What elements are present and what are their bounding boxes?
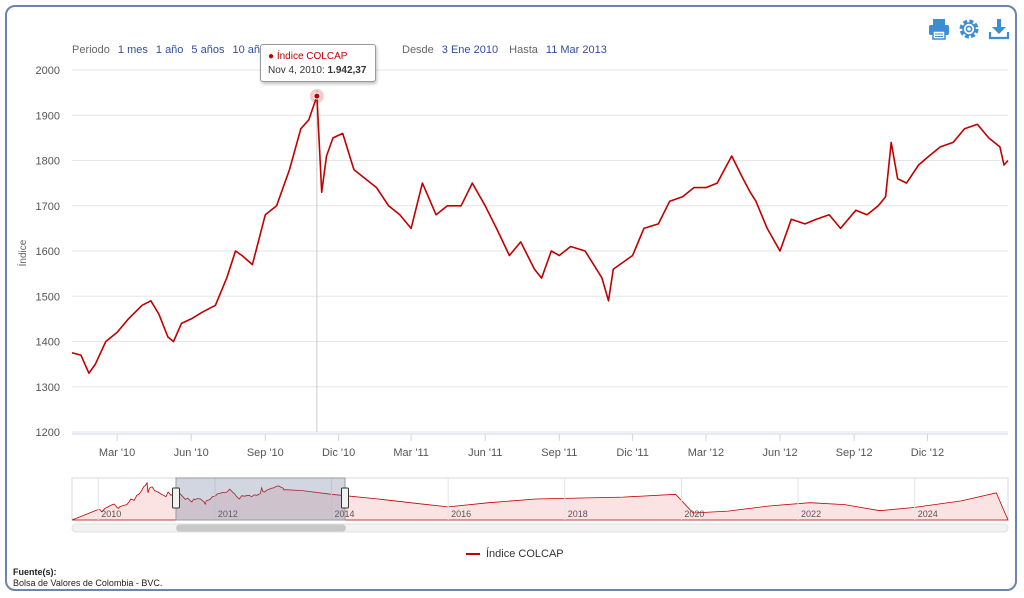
print-icon[interactable]	[926, 16, 952, 42]
highlight-point	[313, 92, 321, 100]
y-axis-label: Índice	[16, 239, 29, 266]
navigator[interactable]: 2010 2012 2014 2016 2018 2020 2022 2024	[71, 477, 1009, 533]
source-note: Fuente(s): Bolsa de Valores de Colombia …	[13, 567, 162, 589]
x-tick-label: Dic '11	[616, 447, 648, 459]
y-axis: 1200 1300 1400 1500 1600 1700 1800 1900 2000	[36, 65, 60, 439]
navigator-handle[interactable]	[341, 487, 349, 509]
navigator-selection	[175, 477, 346, 521]
navigator-year-label: 2012	[218, 509, 238, 519]
y-tick-label: 1700	[36, 201, 60, 213]
x-tick-label: Mar '10	[99, 447, 135, 459]
navigator-year-label: 2016	[451, 509, 471, 519]
tooltip-value: 1.942,37	[327, 65, 367, 76]
period-1-month-button[interactable]: 1 mes	[117, 44, 148, 56]
x-tick-label: Mar '12	[688, 447, 724, 459]
x-tick-label: Jun '11	[468, 447, 502, 459]
x-tick-label: Sep '10	[247, 447, 284, 459]
x-tick-label: Sep '11	[541, 447, 577, 459]
legend[interactable]: Índice COLCAP	[466, 548, 564, 560]
navigator-handle[interactable]	[172, 487, 180, 509]
navigator-year-label: 2010	[101, 509, 121, 519]
from-label: Desde	[402, 44, 434, 56]
x-axis: Mar '10 Jun '10 Sep '10 Dic '10 Mar '11 Jun '…	[72, 433, 1008, 459]
x-tick-label: Jun '10	[174, 447, 209, 459]
x-tick-label: Mar '11	[393, 447, 429, 459]
navigator-year-label: 2024	[918, 509, 938, 519]
navigator-year-label: 2022	[801, 509, 821, 519]
y-tick-label: 1500	[36, 291, 60, 303]
period-5-years-button[interactable]: 5 años	[191, 44, 225, 56]
y-tick-label: 2000	[36, 65, 60, 77]
x-tick-label: Jun '12	[762, 447, 797, 459]
navigator-series	[71, 481, 1009, 521]
navigator-year-label: 2018	[568, 509, 588, 519]
tooltip-series-name: Índice COLCAP	[276, 51, 348, 62]
from-date-input[interactable]: 3 Ene 2010	[441, 44, 499, 56]
tooltip-dot-icon: ●	[268, 51, 275, 62]
grid-lines	[72, 69, 1008, 433]
toolbar	[926, 16, 1012, 42]
source-text: Bolsa de Valores de Colombia - BVC.	[13, 578, 163, 588]
navigator-year-label: 2020	[684, 509, 704, 519]
y-tick-label: 1900	[36, 110, 60, 122]
tooltip: ● Índice COLCAP Nov 4, 2010: 1.942,37	[260, 44, 376, 82]
y-tick-label: 1800	[36, 156, 60, 168]
y-tick-label: 1200	[36, 427, 60, 439]
navigator-scrollbar-thumb[interactable]	[176, 524, 346, 532]
period-1-year-button[interactable]: 1 año	[155, 44, 184, 56]
to-label: Hasta	[509, 44, 538, 56]
x-tick-label: Sep '12	[836, 447, 873, 459]
settings-icon[interactable]	[956, 16, 982, 42]
legend-line-icon	[466, 553, 480, 555]
tooltip-date: Nov 4, 2010:	[268, 65, 325, 76]
period-label: Periodo	[72, 44, 110, 56]
y-tick-label: 1600	[36, 246, 60, 258]
plot-area	[71, 89, 1009, 432]
date-range: Desde 3 Ene 2010 Hasta 11 Mar 2013	[402, 44, 607, 56]
x-tick-label: Dic '10	[322, 447, 355, 459]
y-tick-label: 1300	[36, 382, 60, 394]
source-label: Fuente(s):	[13, 567, 57, 577]
x-tick-label: Dic '12	[911, 447, 944, 459]
legend-label: Índice COLCAP	[486, 548, 564, 560]
download-icon[interactable]	[986, 16, 1012, 42]
series-line	[71, 95, 1009, 374]
y-tick-label: 1400	[36, 337, 60, 349]
to-date-input[interactable]: 11 Mar 2013	[545, 44, 607, 56]
